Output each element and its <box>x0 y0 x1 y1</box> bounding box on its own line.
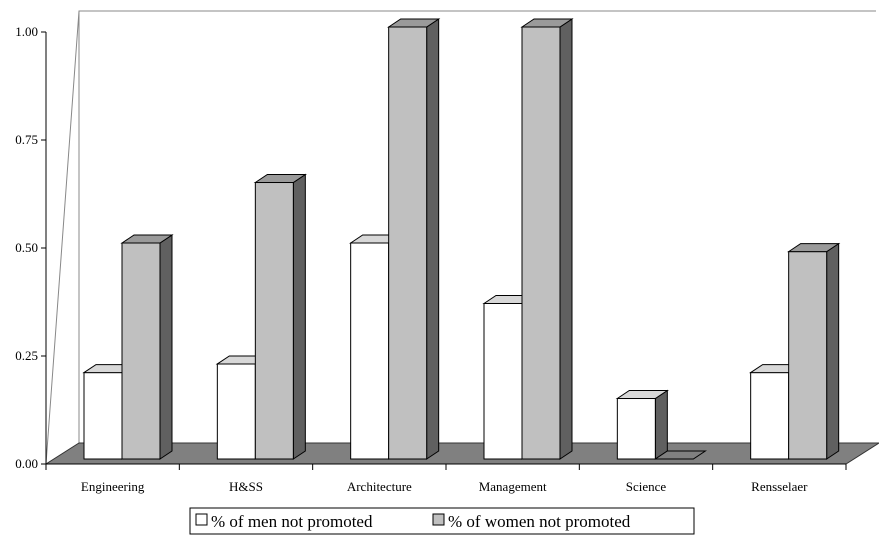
bar-front <box>616 398 656 460</box>
x-tick-label: Rensselaer <box>751 479 808 494</box>
bar-women-hss <box>253 173 307 460</box>
bar-top <box>120 234 174 244</box>
bar-top <box>787 243 841 253</box>
bar-front <box>483 302 523 460</box>
y-axis-ticks: 0.00 0.25 0.50 0.75 1.00 <box>15 24 46 471</box>
bar-top <box>253 174 307 184</box>
x-tick-label: Management <box>479 479 547 494</box>
y-tick-label: 0.50 <box>15 240 38 255</box>
x-tick-label: Engineering <box>81 479 145 494</box>
legend-swatch-men <box>195 513 208 526</box>
bar-women-architecture <box>387 18 441 460</box>
bar-top <box>653 450 707 460</box>
legend: % of men not promoted % of women not pro… <box>189 507 695 535</box>
bar-top <box>387 18 441 28</box>
bar-front <box>216 363 256 460</box>
bar-side <box>826 242 840 460</box>
bar-front <box>83 372 123 460</box>
bar-side <box>559 18 573 460</box>
bar-top <box>520 18 574 28</box>
bar-side <box>654 389 668 460</box>
x-tick-label: Science <box>626 479 667 494</box>
bar-front <box>388 26 428 460</box>
y-tick-label: 0.00 <box>15 456 38 471</box>
y-tick-label: 1.00 <box>15 24 38 39</box>
x-tick-label: H&SS <box>229 479 263 494</box>
bar-men-science <box>615 389 669 460</box>
bar-front <box>788 251 828 460</box>
bar-front <box>350 242 390 460</box>
bar-women-rensselaer <box>787 242 841 460</box>
legend-label-women: % of women not promoted <box>448 512 631 531</box>
bar-side <box>292 173 306 460</box>
y-tick-label: 0.25 <box>15 348 38 363</box>
bar-women-science <box>653 450 707 460</box>
bar-side <box>426 18 440 460</box>
y-tick-label: 0.75 <box>15 132 38 147</box>
x-tick-label: Architecture <box>347 479 412 494</box>
chart-bars <box>82 18 841 460</box>
bar-front <box>254 182 294 460</box>
bar-front <box>121 242 161 460</box>
legend-label-men: % of men not promoted <box>211 512 373 531</box>
bar-women-engineering <box>120 234 174 460</box>
bar-front <box>521 26 561 460</box>
x-axis-ticks: Engineering H&SS Architecture Management Sci… <box>45 464 847 494</box>
bar-front <box>750 372 790 460</box>
bar-women-management <box>520 18 574 460</box>
legend-swatch-women <box>432 513 445 526</box>
bar-side <box>159 234 173 460</box>
bar-top <box>615 390 669 400</box>
